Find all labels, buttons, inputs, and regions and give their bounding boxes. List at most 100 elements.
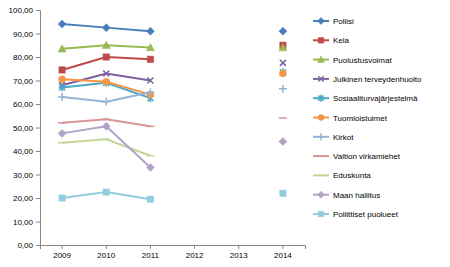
chart: 0,00 10,00 20,00 30,00 40,00 50,00 60,00 70,00 8…	[0, 0, 450, 267]
legend-entry: Kirkot	[313, 133, 354, 142]
point	[102, 139, 110, 141]
point	[146, 27, 154, 35]
legend-marker	[318, 76, 323, 81]
marks	[58, 20, 287, 202]
x-tick: 2011	[142, 245, 160, 260]
x-tick-mark	[282, 245, 283, 249]
legend-entry: Poliisi	[313, 17, 354, 26]
legend-label: Maan hallitus	[333, 191, 380, 200]
legend-label: Poliittiset puolueet	[333, 210, 399, 219]
x-tick-label: 2010	[97, 251, 115, 260]
legend-marker	[318, 18, 325, 25]
series-line	[62, 24, 283, 31]
x-tick: 2014	[274, 245, 292, 260]
x-tick-mark	[62, 245, 63, 249]
x-tick-label: 2014	[274, 251, 292, 260]
legend-line	[313, 155, 329, 157]
series	[59, 70, 287, 98]
y-tick-label: 60,00	[13, 100, 34, 109]
legend-label: Tuomioistuimet	[333, 114, 388, 123]
y-tick: 0,00	[17, 241, 40, 250]
y-tick: 10,00	[13, 218, 40, 227]
point	[58, 93, 66, 101]
series	[58, 139, 287, 155]
y-tick: 40,00	[13, 147, 40, 156]
y-tick: 80,00	[13, 53, 40, 62]
y-axis: 0,00 10,00 20,00 30,00 40,00 50,00 60,00 70,00 8…	[9, 6, 41, 250]
legend-marker	[318, 114, 324, 120]
series-line	[62, 126, 283, 167]
point	[147, 56, 153, 62]
point	[102, 24, 110, 32]
series-line	[62, 72, 283, 98]
y-tick: 100,00	[9, 6, 40, 15]
plot: 0,00 10,00 20,00 30,00 40,00 50,00 60,00 70,00 8…	[9, 6, 306, 260]
legend-marker	[318, 95, 323, 102]
legend-entry: Valtion virkamiehet	[313, 152, 401, 161]
point	[59, 76, 66, 83]
y-tick-mark	[36, 175, 40, 176]
point	[58, 122, 66, 124]
y-tick-label: 30,00	[13, 171, 34, 180]
legend-label: Kirkot	[333, 133, 354, 142]
point	[279, 85, 287, 93]
point	[146, 126, 154, 128]
y-tick-label: 100,00	[9, 6, 34, 15]
point	[280, 68, 286, 76]
y-tick-mark	[36, 81, 40, 82]
legend-entry: Tuomioistuimet	[313, 114, 388, 123]
series	[58, 122, 287, 171]
point	[146, 155, 154, 157]
y-tick-mark	[36, 34, 40, 35]
series	[59, 42, 286, 73]
point	[59, 67, 65, 73]
x-tick-mark	[150, 245, 151, 249]
legend-marker	[318, 155, 325, 157]
y-tick-label: 80,00	[13, 53, 34, 62]
series	[58, 20, 287, 35]
y-tick: 50,00	[13, 124, 40, 133]
point	[280, 190, 286, 196]
legend-entry: Sosiaaliturvajärjestelmä	[313, 94, 418, 103]
legend-label: Eduskunta	[333, 171, 371, 180]
y-tick: 90,00	[13, 30, 40, 39]
point	[103, 79, 109, 87]
y-tick: 70,00	[13, 77, 40, 86]
point	[102, 122, 110, 130]
point	[146, 44, 154, 51]
series-line	[62, 73, 283, 94]
legend-line	[313, 174, 329, 176]
legend: Poliisi Kela Puolustusvoimat Julkinen terve…	[313, 17, 422, 219]
series	[59, 68, 286, 102]
legend-marker	[318, 56, 325, 62]
point	[279, 44, 287, 51]
series	[58, 41, 287, 52]
point	[147, 196, 153, 202]
point	[103, 78, 110, 85]
x-tick-label: 2012	[186, 251, 204, 260]
legend-marker	[318, 38, 324, 44]
legend-marker	[318, 191, 325, 198]
legend-label: Julkinen terveydenhuolto	[333, 75, 422, 84]
point	[279, 70, 286, 77]
y-tick-label: 20,00	[13, 194, 34, 203]
legend-label: Sosiaaliturvajärjestelmä	[333, 94, 418, 103]
series	[58, 85, 287, 106]
series	[58, 118, 287, 126]
legend-marker	[318, 133, 325, 140]
y-tick-mark	[36, 128, 40, 129]
point	[58, 20, 66, 28]
y-tick-label: 10,00	[13, 218, 34, 227]
legend-entry: Kela	[313, 36, 350, 45]
point	[58, 142, 66, 144]
x-axis-line	[41, 246, 306, 250]
x-axis: 200920102011201220132014	[41, 245, 306, 260]
legend-entry: Puolustusvoimat	[313, 56, 392, 65]
x-tick-mark	[238, 245, 239, 249]
x-tick: 2010	[97, 245, 115, 260]
y-tick-label: 50,00	[13, 124, 34, 133]
point	[102, 119, 110, 121]
point	[280, 60, 286, 66]
x-tick-label: 2009	[53, 251, 71, 260]
y-tick-mark	[36, 245, 40, 246]
